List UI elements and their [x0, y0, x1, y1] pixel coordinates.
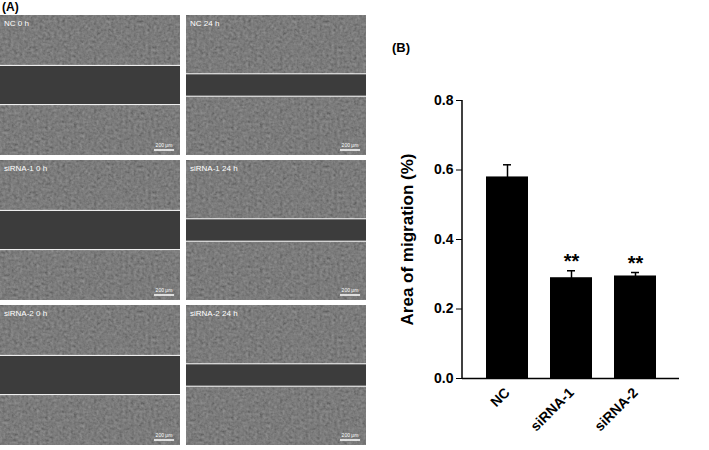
svg-text:200 μm: 200 μm	[342, 142, 359, 148]
svg-text:**: **	[628, 252, 644, 274]
svg-text:0.8: 0.8	[434, 92, 454, 108]
svg-text:NC 0 h: NC 0 h	[4, 19, 29, 28]
svg-text:siRNA-1: siRNA-1	[527, 384, 577, 434]
html-text:(B): (B)	[392, 40, 410, 55]
svg-text:0.6: 0.6	[434, 161, 454, 177]
svg-text:siRNA-2 24 h: siRNA-2 24 h	[190, 309, 238, 318]
svg-text:200 μm: 200 μm	[342, 287, 359, 293]
svg-text:200 μm: 200 μm	[156, 287, 173, 293]
svg-text:siRNA-1 24 h: siRNA-1 24 h	[190, 164, 238, 173]
svg-text:siRNA-2: siRNA-2	[591, 384, 641, 434]
svg-text:Area of migration (%): Area of migration (%)	[398, 154, 417, 326]
svg-text:200 μm: 200 μm	[156, 432, 173, 438]
svg-text:(A): (A)	[2, 0, 19, 14]
svg-text:0.0: 0.0	[434, 370, 454, 386]
svg-text:200 μm: 200 μm	[342, 432, 359, 438]
svg-text:**: **	[564, 250, 580, 272]
svg-text:NC 24 h: NC 24 h	[190, 19, 219, 28]
svg-text:NC: NC	[487, 384, 513, 410]
svg-text:siRNA-1 0 h: siRNA-1 0 h	[4, 164, 47, 173]
svg-text:200 μm: 200 μm	[156, 142, 173, 148]
svg-text:0.2: 0.2	[434, 300, 454, 316]
svg-text:siRNA-2 0 h: siRNA-2 0 h	[4, 309, 47, 318]
svg-text:0.4: 0.4	[434, 231, 454, 247]
